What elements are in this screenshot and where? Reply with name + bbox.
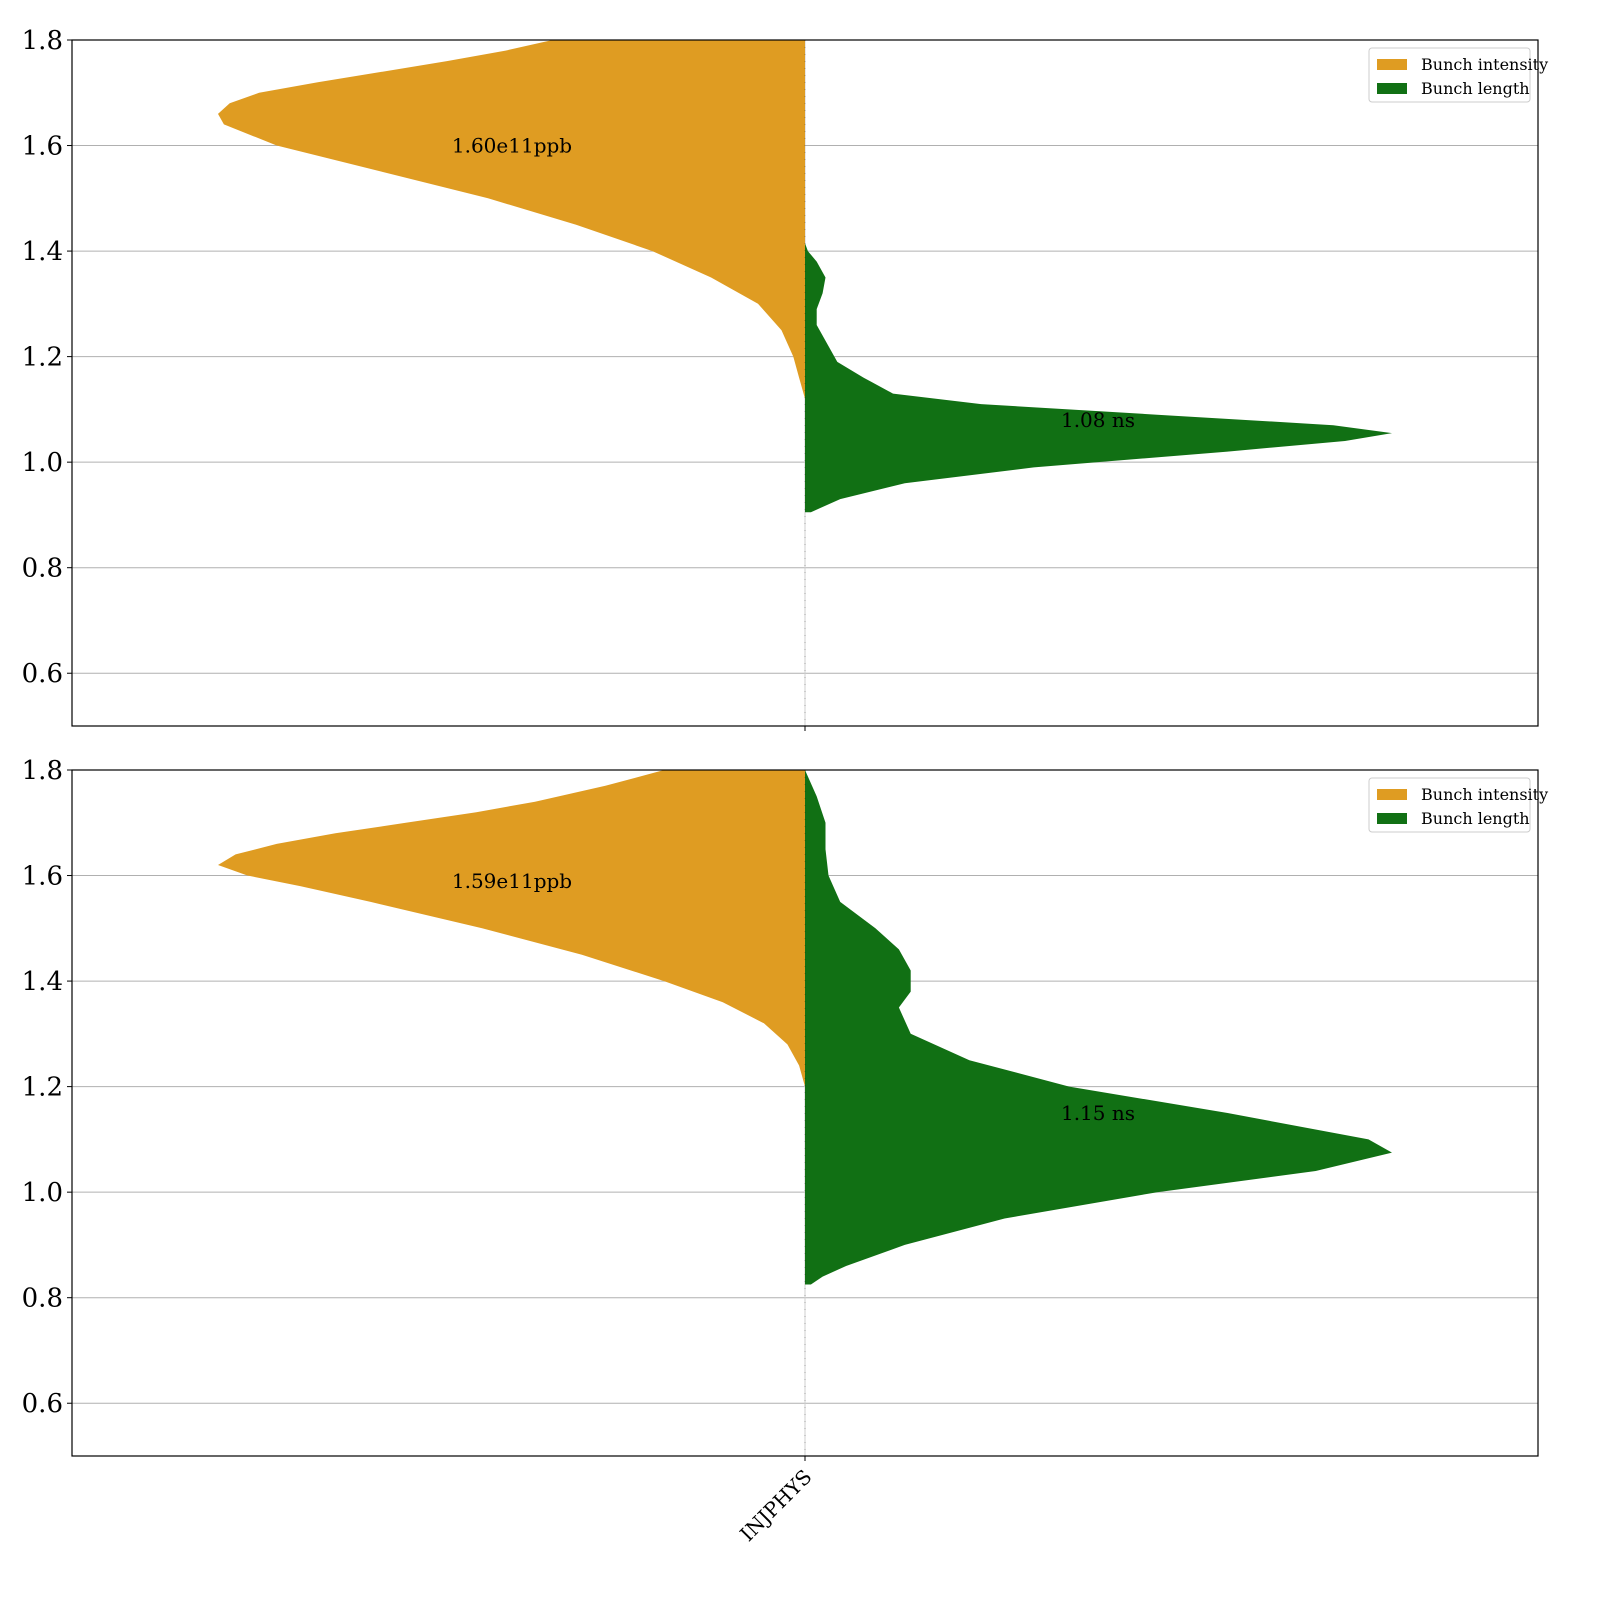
- legend-label-1: Bunch intensity: [1421, 55, 1548, 74]
- y-tick-label: 1.0: [22, 1178, 63, 1208]
- legend-label-2: Bunch length: [1421, 79, 1530, 98]
- annotation-bunch-length: 1.08 ns: [1061, 408, 1135, 432]
- violin-group: [218, 770, 1392, 1456]
- annotation-bunch-intensity: 1.60e11ppb: [452, 134, 572, 158]
- violin-bunch-length: [805, 243, 1392, 513]
- y-tick-label: 1.8: [22, 26, 63, 56]
- annotation-bunch-intensity: 1.59e11ppb: [452, 869, 572, 893]
- y-tick-label: 1.8: [22, 756, 63, 786]
- violin-bunch-intensity: [218, 770, 805, 1087]
- violin-bunch-intensity: [218, 40, 805, 399]
- x-tick-label: INJPHYS: [735, 1465, 816, 1546]
- legend-box: [1368, 777, 1531, 833]
- y-tick-label: 1.2: [22, 343, 63, 373]
- y-tick-label: 1.0: [22, 448, 63, 478]
- legend-swatch-1: [1377, 789, 1407, 800]
- legend-box: [1368, 47, 1531, 103]
- legend-swatch-1: [1377, 59, 1407, 70]
- y-tick-label: 0.8: [22, 554, 63, 584]
- legend-swatch-2: [1377, 83, 1407, 94]
- violin-group: [218, 40, 1392, 726]
- y-tick-label: 1.4: [22, 967, 63, 997]
- chart-panel-2: 1.59e11ppb 1.15 ns 0.6 0.8 1.0 1.2 1.4 1.6 1.8 IN…: [22, 756, 1549, 1546]
- legend: Bunch intensity Bunch length: [1368, 777, 1548, 833]
- y-tick-label: 0.8: [22, 1284, 63, 1314]
- y-tick-label: 1.6: [22, 862, 63, 892]
- y-tick-label: 0.6: [22, 1389, 63, 1419]
- legend-swatch-2: [1377, 813, 1407, 824]
- y-tick-label: 1.2: [22, 1073, 63, 1103]
- chart-panel-1: 1.60e11ppb 1.08 ns 0.6 0.8 1.0 1.2 1.4 1.6 1.8 Bu…: [22, 26, 1548, 731]
- y-tick-label: 0.6: [22, 659, 63, 689]
- violin-bunch-length: [805, 770, 1392, 1285]
- y-tick-label: 1.4: [22, 237, 63, 267]
- legend-label-2: Bunch length: [1421, 809, 1530, 828]
- annotation-bunch-length: 1.15 ns: [1061, 1101, 1135, 1125]
- legend-label-1: Bunch intensity: [1421, 785, 1548, 804]
- y-tick-label: 1.6: [22, 132, 63, 162]
- legend: Bunch intensity Bunch length: [1368, 47, 1548, 103]
